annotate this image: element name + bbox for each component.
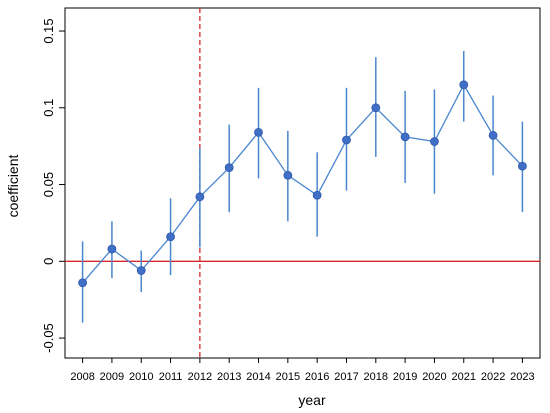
y-tick-label: 0 xyxy=(41,258,56,265)
x-tick-label: 2010 xyxy=(129,371,153,383)
x-tick-label: 2009 xyxy=(100,371,124,383)
data-point xyxy=(459,80,469,90)
y-tick-label: -0.05 xyxy=(41,323,56,353)
x-tick-label: 2008 xyxy=(70,371,94,383)
y-tick-label: 0.15 xyxy=(41,18,56,43)
y-axis-title: coefficient xyxy=(5,154,21,217)
x-tick-labels: 2008 2009 2010 2011 2012 2013 2014 2015 2016 2017… xyxy=(70,371,534,383)
data-point xyxy=(342,135,351,145)
x-tick-label: 2017 xyxy=(334,371,358,383)
data-point xyxy=(195,192,205,202)
x-tick-label: 2016 xyxy=(305,371,329,383)
y-tick-label: 0.1 xyxy=(41,99,56,117)
x-tick-label: 2015 xyxy=(276,371,300,383)
x-axis-title: year xyxy=(298,392,326,408)
data-point xyxy=(283,170,293,180)
x-tick-label: 2022 xyxy=(481,371,505,383)
x-tick-label: 2023 xyxy=(510,371,534,383)
x-tick-label: 2018 xyxy=(364,371,388,383)
y-tick-labels: -0.05 0 0.05 0.1 0.15 xyxy=(41,18,56,352)
data-points xyxy=(78,80,527,288)
y-tick-label: 0.05 xyxy=(41,172,56,197)
data-point xyxy=(488,131,498,140)
data-point xyxy=(224,163,234,173)
axes xyxy=(59,7,541,363)
plot-frame xyxy=(64,7,541,359)
data-point xyxy=(430,137,439,146)
x-tick-label: 2019 xyxy=(393,371,417,383)
data-point xyxy=(107,244,117,254)
data-point xyxy=(400,132,410,142)
series-line-path xyxy=(82,83,523,284)
data-point xyxy=(518,161,527,171)
data-point xyxy=(136,266,146,275)
data-point xyxy=(166,232,175,242)
series-line xyxy=(82,83,523,284)
x-tick-label: 2012 xyxy=(188,371,212,383)
x-tick-label: 2014 xyxy=(246,371,270,383)
x-tick-label: 2013 xyxy=(217,371,241,383)
x-tick-label: 2020 xyxy=(422,371,446,383)
x-tick-label: 2011 xyxy=(159,371,183,383)
error-bars xyxy=(81,50,524,323)
data-point xyxy=(254,127,263,137)
data-point xyxy=(78,278,87,288)
reference-lines xyxy=(65,8,540,358)
x-tick-label: 2021 xyxy=(452,371,476,383)
data-point xyxy=(371,103,381,113)
data-point xyxy=(312,190,322,200)
